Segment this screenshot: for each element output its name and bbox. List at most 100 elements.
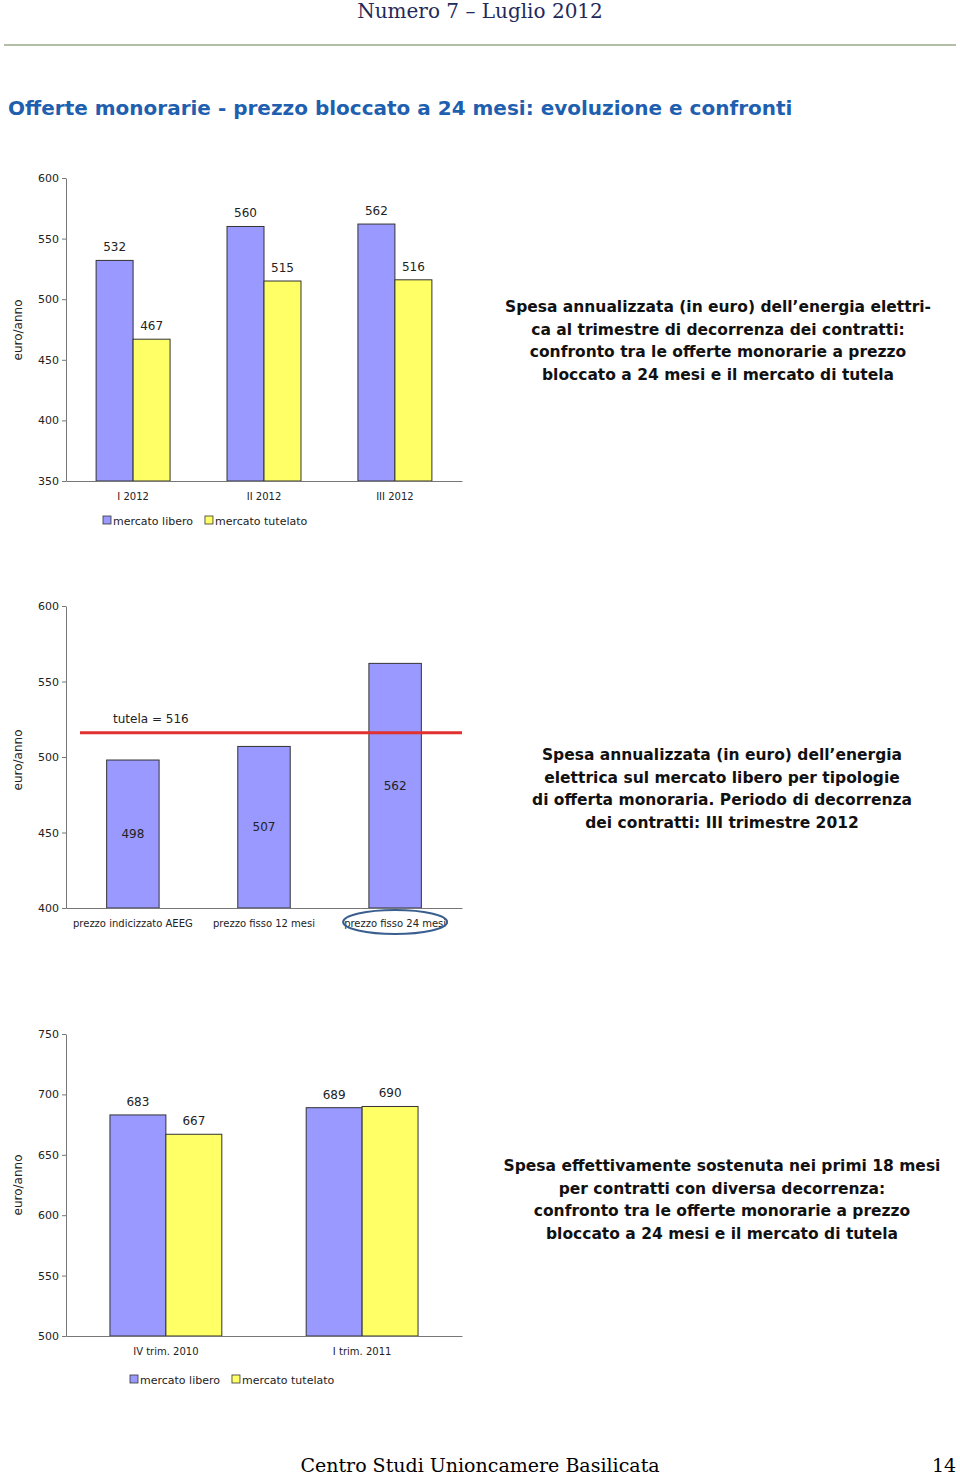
y-axis-line bbox=[66, 607, 67, 909]
y-tick: 450 bbox=[38, 354, 66, 367]
chart: 683689667690500550600650700750IV trim. 2… bbox=[11, 1028, 940, 1387]
x-axis: prezzo indicizzato AEEGprezzo fisso 12 m… bbox=[67, 908, 463, 929]
annotation: per contratti con diversa decorrenza: bbox=[559, 1180, 886, 1198]
page-title: Offerte monorarie - prezzo bloccato a 24… bbox=[8, 96, 792, 120]
data-labels: 532560562467515516 bbox=[103, 204, 425, 333]
page-number: 14 bbox=[932, 1454, 956, 1476]
data-label: 667 bbox=[182, 1114, 205, 1128]
x-tick-label: II 2012 bbox=[247, 491, 282, 502]
annotation: Spesa annualizzata (in euro) dell’energi… bbox=[542, 746, 902, 764]
bar bbox=[107, 760, 159, 908]
x-tick: IV trim. 2010 bbox=[133, 1336, 198, 1357]
bar bbox=[362, 1106, 418, 1336]
annotation: bloccato a 24 mesi e il mercato di tutel… bbox=[542, 366, 894, 384]
data-label: 562 bbox=[365, 204, 388, 218]
data-label: 562 bbox=[384, 779, 407, 793]
y-tick: 450 bbox=[38, 827, 66, 840]
annotation: Spesa annualizzata (in euro) dell’energi… bbox=[505, 298, 931, 316]
annotation: confronto tra le offerte monorarie a pre… bbox=[534, 1202, 910, 1220]
bar bbox=[238, 746, 290, 908]
x-axis: IV trim. 2010 I trim. 2011 bbox=[67, 1336, 463, 1357]
data-label: 507 bbox=[253, 820, 276, 834]
bar bbox=[96, 260, 133, 481]
data-label: 689 bbox=[323, 1088, 346, 1102]
x-tick: I 2012 bbox=[117, 481, 149, 502]
x-tick: prezzo fisso 24 mesi bbox=[344, 908, 446, 929]
y-tick-label: 450 bbox=[38, 354, 59, 367]
legend-label: mercato libero bbox=[140, 1374, 220, 1387]
y-axis-title: euro/anno bbox=[11, 730, 25, 791]
y-tick-mark bbox=[62, 1155, 66, 1156]
reference-label: tutela = 516 bbox=[113, 712, 189, 726]
page-footer: Centro Studi Unioncamere Basilicata bbox=[300, 1454, 659, 1476]
bar bbox=[358, 224, 395, 481]
legend-swatch bbox=[130, 1375, 138, 1383]
y-tick-label: 550 bbox=[38, 233, 59, 246]
y-tick-mark bbox=[62, 299, 66, 300]
y-axis: 350400450500550600 bbox=[38, 172, 67, 488]
data-label: 467 bbox=[140, 319, 163, 333]
y-tick-label: 500 bbox=[38, 1330, 59, 1343]
highlight-ellipse bbox=[343, 910, 447, 934]
y-tick-mark bbox=[62, 1094, 66, 1095]
y-tick: 500 bbox=[38, 751, 66, 764]
y-tick: 700 bbox=[38, 1088, 66, 1101]
y-tick: 600 bbox=[38, 172, 66, 185]
x-tick-label: III 2012 bbox=[376, 491, 413, 502]
bar bbox=[369, 663, 421, 908]
y-tick-label: 750 bbox=[38, 1028, 59, 1041]
y-tick: 650 bbox=[38, 1149, 66, 1162]
y-tick-mark bbox=[62, 178, 66, 179]
data-label: 560 bbox=[234, 206, 257, 220]
x-tick-label: prezzo fisso 24 mesi bbox=[344, 918, 446, 929]
chart: 498507562tutela = 516400450500550600prez… bbox=[11, 600, 912, 934]
y-tick: 500 bbox=[38, 293, 66, 306]
y-tick-mark bbox=[62, 360, 66, 361]
x-tick: III 2012 bbox=[376, 481, 413, 502]
y-tick-mark bbox=[62, 1336, 66, 1337]
bar bbox=[227, 226, 264, 481]
legend: mercato libero mercato tutelato bbox=[130, 1374, 335, 1387]
y-tick-label: 600 bbox=[38, 600, 59, 613]
legend-swatch bbox=[205, 516, 213, 524]
legend-label: mercato tutelato bbox=[215, 515, 308, 528]
y-tick-label: 700 bbox=[38, 1088, 59, 1101]
bar bbox=[264, 281, 301, 481]
bar bbox=[166, 1134, 222, 1336]
x-axis: I 2012 II 2012 III 2012 bbox=[67, 481, 463, 502]
y-tick: 400 bbox=[38, 902, 66, 915]
annotation: elettrica sul mercato libero per tipolog… bbox=[544, 769, 899, 787]
page: Numero 7 – Luglio 2012 Offerte monorarie … bbox=[0, 0, 960, 1476]
y-tick: 750 bbox=[38, 1028, 66, 1041]
plot-marks bbox=[96, 224, 432, 481]
y-tick-label: 550 bbox=[38, 676, 59, 689]
legend: mercato liberomercato tutelato bbox=[103, 515, 308, 528]
chart: 532560562467515516350400450500550600I 20… bbox=[11, 172, 931, 528]
plot-marks bbox=[80, 663, 462, 908]
page-header: Numero 7 – Luglio 2012 bbox=[357, 0, 603, 23]
plot-marks bbox=[110, 1106, 418, 1336]
y-axis: 400 450 500 550 600 bbox=[38, 600, 67, 915]
y-tick: 600 bbox=[38, 1209, 66, 1222]
x-tick-label: I 2012 bbox=[117, 491, 149, 502]
y-axis-line bbox=[66, 1035, 67, 1337]
reference-line bbox=[80, 731, 462, 734]
legend-swatch bbox=[103, 516, 111, 524]
y-tick-mark bbox=[62, 1276, 66, 1277]
y-tick-label: 500 bbox=[38, 751, 59, 764]
bar bbox=[110, 1115, 166, 1336]
y-tick-label: 450 bbox=[38, 827, 59, 840]
annotation: di offerta monoraria. Periodo di decorre… bbox=[532, 791, 912, 809]
legend-label: mercato tutelato bbox=[242, 1374, 335, 1387]
x-tick-label: prezzo fisso 12 mesi bbox=[213, 918, 315, 929]
y-tick-mark bbox=[62, 682, 66, 683]
y-tick-label: 400 bbox=[38, 902, 59, 915]
annotation: confronto tra le offerte monorarie a pre… bbox=[530, 343, 906, 361]
bar bbox=[306, 1108, 362, 1336]
x-tick: I trim. 2011 bbox=[333, 1336, 392, 1357]
y-axis: 500 550 600 650 700 750 bbox=[38, 1028, 67, 1343]
y-tick-label: 550 bbox=[38, 1270, 59, 1283]
data-label: 683 bbox=[126, 1095, 149, 1109]
data-labels: 683689667690 bbox=[126, 1086, 401, 1128]
header-rule bbox=[4, 44, 956, 46]
